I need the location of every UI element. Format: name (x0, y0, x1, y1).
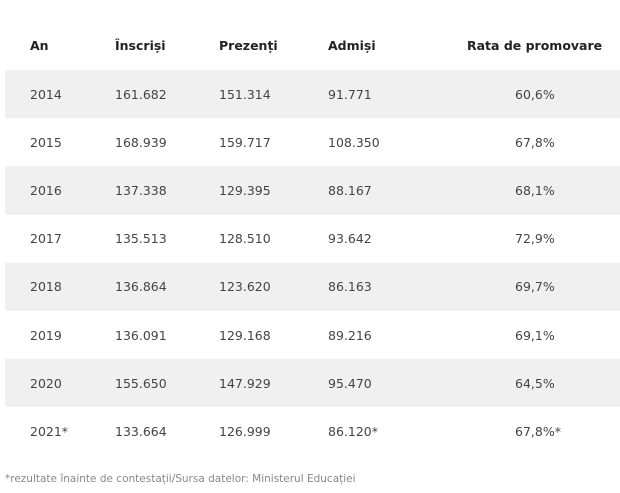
cell-pass-rate: 60,6% (437, 70, 620, 119)
header-pass-rate: Rata de promovare (467, 37, 603, 53)
results-table-container: An Înscriși Prezenți Admiși Rata de prom… (5, 20, 620, 456)
cell-year: 2020 (5, 359, 109, 408)
header-year: An (30, 37, 49, 53)
cell-admitted: 88.167 (320, 166, 437, 215)
table-row: 2015 168.939 159.717 108.350 67,8% (5, 118, 620, 166)
cell-present: 159.717 (219, 134, 271, 150)
cell-admitted: 86.163 (320, 262, 437, 311)
header-enrolled: Înscriși (115, 37, 166, 53)
cell-enrolled: 136.864 (109, 262, 213, 311)
cell-pass-rate: 68,1% (437, 166, 620, 215)
cell-admitted: 86.120* (328, 423, 378, 439)
cell-present: 128.510 (219, 231, 271, 247)
table-header-row: An Înscriși Prezenți Admiși Rata de prom… (5, 20, 620, 70)
header-admitted: Admiși (328, 37, 376, 53)
cell-present: 151.314 (213, 70, 320, 119)
cell-admitted: 91.771 (320, 70, 437, 119)
source-footnote: *rezultate înainte de contestații/Sursa … (5, 473, 356, 485)
cell-pass-rate: 69,1% (515, 327, 555, 343)
header-present: Prezenți (219, 37, 278, 53)
cell-enrolled: 135.513 (115, 231, 167, 247)
table-row: 2020 155.650 147.929 95.470 64,5% (5, 359, 620, 408)
table-row: 2019 136.091 129.168 89.216 69,1% (5, 311, 620, 359)
table-row: 2021* 133.664 126.999 86.120* 67,8%* (5, 407, 620, 455)
cell-admitted: 89.216 (328, 327, 372, 343)
table-row: 2018 136.864 123.620 86.163 69,7% (5, 262, 620, 311)
cell-year: 2021* (30, 423, 69, 439)
cell-present: 147.929 (213, 359, 320, 408)
cell-year: 2017 (30, 231, 62, 247)
cell-pass-rate: 67,8% (515, 134, 555, 150)
cell-enrolled: 161.682 (109, 70, 213, 119)
cell-pass-rate: 72,9% (515, 231, 555, 247)
bac-results-table: An Înscriși Prezenți Admiși Rata de prom… (5, 20, 620, 456)
cell-year: 2019 (30, 327, 62, 343)
table-row: 2017 135.513 128.510 93.642 72,9% (5, 215, 620, 263)
cell-enrolled: 137.338 (109, 166, 213, 215)
cell-pass-rate: 64,5% (437, 359, 620, 408)
cell-pass-rate: 69,7% (437, 262, 620, 311)
cell-admitted: 93.642 (328, 231, 372, 247)
cell-year: 2018 (5, 262, 109, 311)
cell-present: 129.395 (213, 166, 320, 215)
cell-present: 129.168 (219, 327, 271, 343)
cell-enrolled: 133.664 (115, 423, 167, 439)
cell-year: 2014 (5, 70, 109, 119)
cell-enrolled: 155.650 (109, 359, 213, 408)
cell-admitted: 95.470 (320, 359, 437, 408)
cell-present: 126.999 (219, 423, 271, 439)
cell-enrolled: 168.939 (115, 134, 167, 150)
table-row: 2014 161.682 151.314 91.771 60,6% (5, 70, 620, 119)
cell-present: 123.620 (213, 262, 320, 311)
cell-pass-rate: 67,8%* (515, 423, 561, 439)
table-row: 2016 137.338 129.395 88.167 68,1% (5, 166, 620, 215)
cell-year: 2016 (5, 166, 109, 215)
cell-admitted: 108.350 (328, 134, 380, 150)
cell-year: 2015 (30, 134, 62, 150)
cell-enrolled: 136.091 (115, 327, 167, 343)
